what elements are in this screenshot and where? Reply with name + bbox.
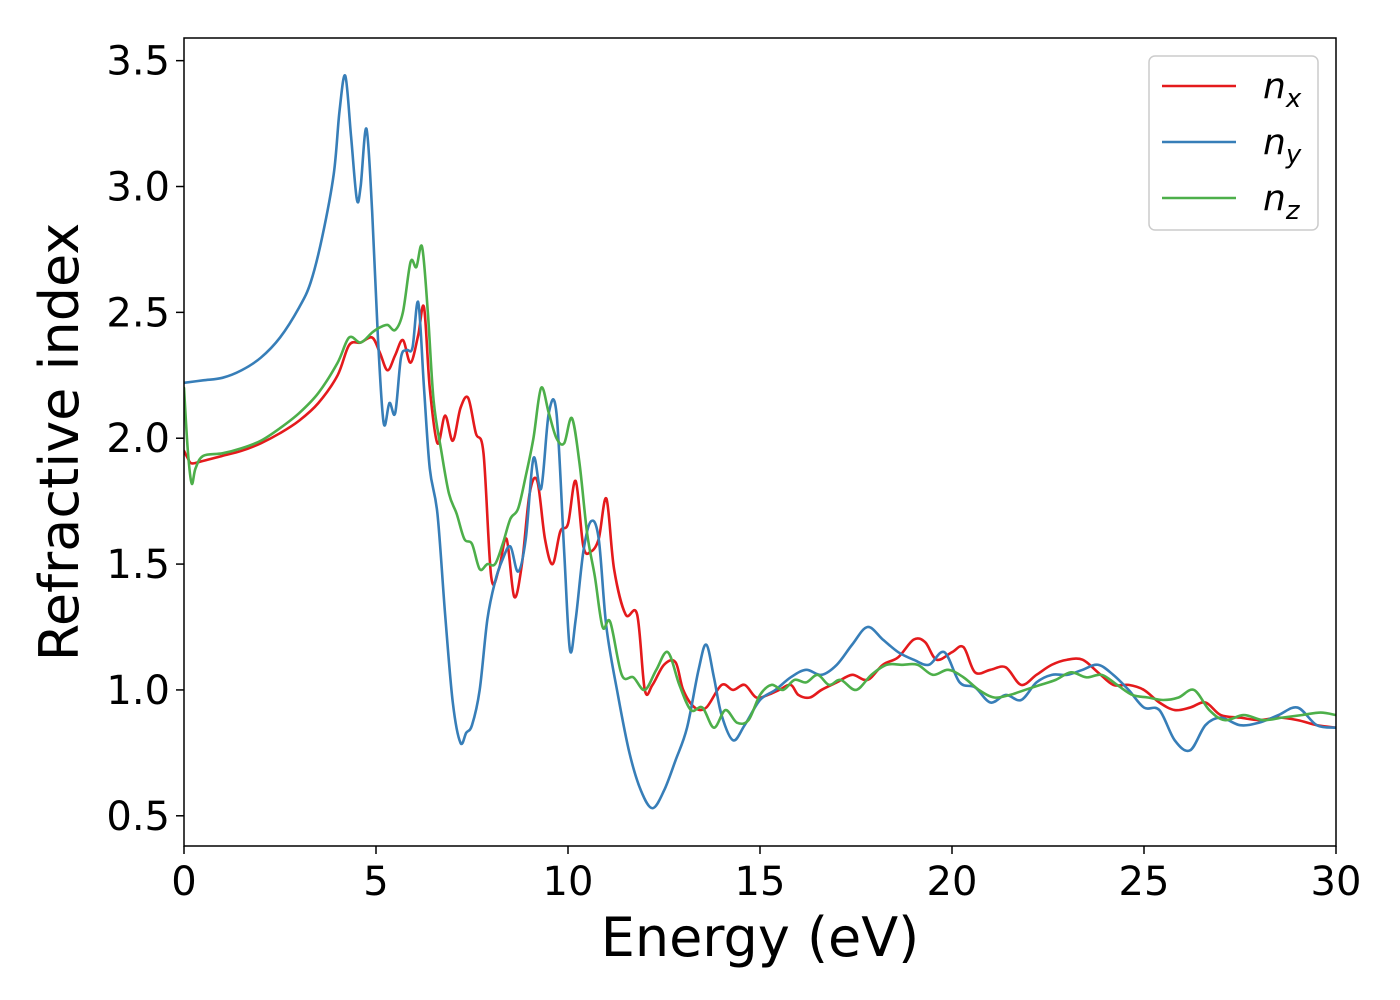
y-tick-label: 3.5 xyxy=(106,39,170,85)
legend-label-subscript: z xyxy=(1285,196,1301,226)
series-line-ny xyxy=(184,74,1336,810)
series-line-nz xyxy=(184,244,1336,729)
x-tick-label: 10 xyxy=(543,859,594,905)
x-axis-label: Energy (eV) xyxy=(601,906,920,969)
legend-label-base: n xyxy=(1263,66,1286,107)
legend-label-ny: ny xyxy=(1263,122,1302,170)
legend-label-nz: nz xyxy=(1263,178,1301,226)
x-tick-label: 0 xyxy=(171,859,196,905)
legend-label-subscript: x xyxy=(1285,84,1302,114)
y-tick-label: 2.0 xyxy=(106,416,170,462)
y-axis-ticks: 0.5 1.0 1.5 2.0 2.5 3.0 3.5 xyxy=(106,39,184,840)
y-tick-label: 3.0 xyxy=(106,165,170,211)
series-layer xyxy=(184,74,1336,810)
x-axis-ticks: 0 5 10 15 20 25 30 xyxy=(171,846,1361,905)
legend-label-subscript: y xyxy=(1285,140,1302,170)
legend-label-base: n xyxy=(1263,178,1286,219)
y-axis-label: Refractive index xyxy=(28,223,91,662)
y-tick-label: 0.5 xyxy=(106,794,170,840)
x-tick-label: 5 xyxy=(363,859,388,905)
x-tick-label: 25 xyxy=(1119,859,1170,905)
y-tick-label: 1.0 xyxy=(106,668,170,714)
x-tick-label: 20 xyxy=(927,859,978,905)
y-tick-label: 1.5 xyxy=(106,542,170,588)
legend-label-nx: nx xyxy=(1263,66,1302,114)
x-tick-label: 30 xyxy=(1311,859,1362,905)
y-tick-label: 2.5 xyxy=(106,290,170,336)
legend-label-base: n xyxy=(1263,122,1286,163)
x-tick-label: 15 xyxy=(735,859,786,905)
